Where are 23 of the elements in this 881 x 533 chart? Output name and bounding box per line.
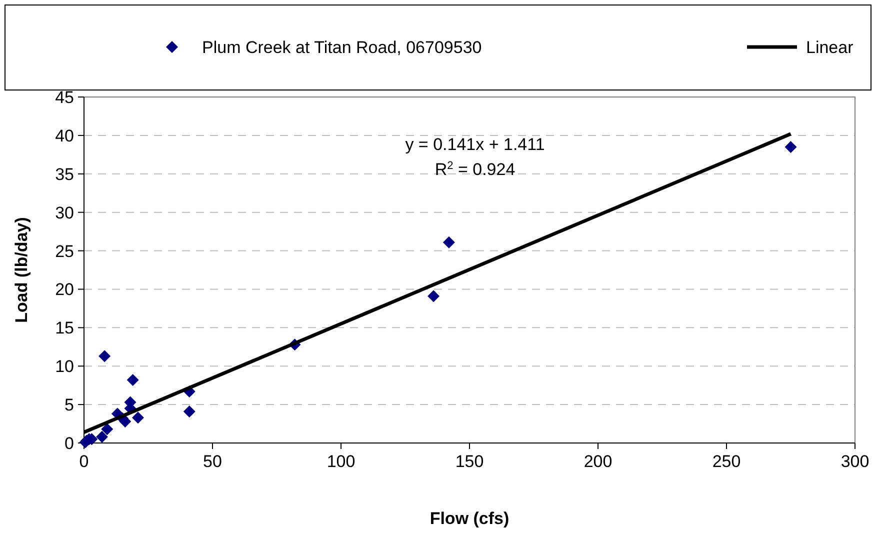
- legend-label: Plum Creek at Titan Road, 06709530: [202, 38, 482, 57]
- y-tick-label: 5: [64, 396, 74, 415]
- x-axis-title: Flow (cfs): [430, 509, 510, 528]
- x-tick-label: 250: [712, 452, 741, 471]
- y-tick-label: 15: [55, 318, 74, 338]
- y-tick-label: 40: [55, 126, 74, 146]
- y-tick-label: 35: [55, 164, 74, 184]
- legend-label: Linear: [806, 38, 854, 57]
- x-tick-label: 50: [203, 452, 222, 471]
- y-tick-label: 0: [64, 434, 74, 453]
- y-tick-label: 25: [55, 242, 74, 261]
- x-tick-label: 100: [326, 452, 356, 471]
- y-tick-label: 30: [55, 203, 74, 222]
- x-tick-label: 0: [79, 452, 89, 471]
- annotation: y = 0.141x + 1.411: [405, 135, 545, 154]
- x-tick-label: 300: [840, 452, 870, 471]
- y-axis-title: Load (lb/day): [12, 217, 31, 323]
- y-tick-label: 20: [55, 280, 74, 300]
- x-tick-label: 150: [455, 452, 484, 471]
- annotation: R$^{2}$ = 0.924: [434, 160, 516, 179]
- x-tick-label: 200: [584, 452, 612, 471]
- y-tick-label: 45: [55, 88, 74, 107]
- y-tick-label: 10: [55, 357, 74, 376]
